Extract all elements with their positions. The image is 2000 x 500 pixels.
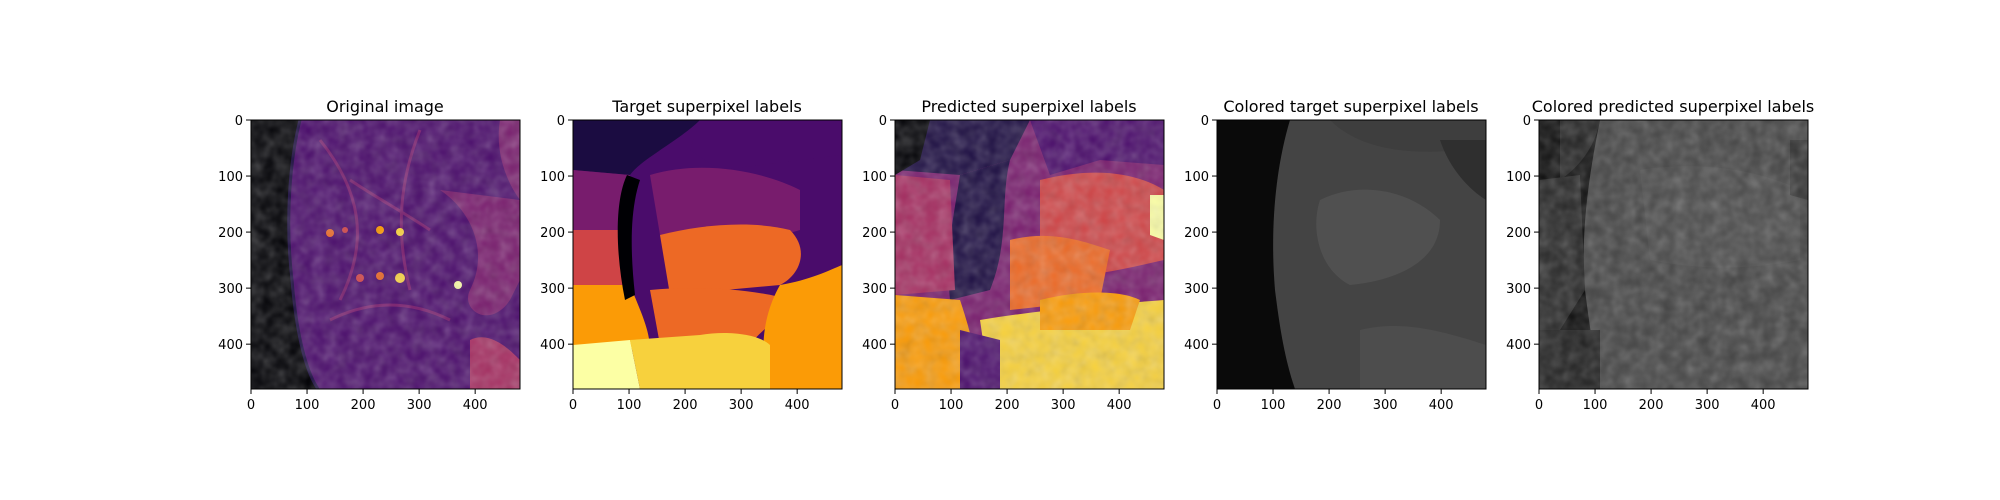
- x-tick-label: 400: [1107, 398, 1132, 413]
- y-tick-label: 400: [1184, 338, 1209, 353]
- axes-frame: [1538, 119, 1809, 390]
- y-tick-label: 0: [1201, 114, 1209, 129]
- x-tick-label: 100: [295, 398, 320, 413]
- x-tick-label: 400: [1429, 398, 1454, 413]
- axes-frame: [894, 119, 1165, 390]
- x-tick-label: 200: [351, 398, 376, 413]
- panel-target-superpixel-labels: Target superpixel labels 0 100 200 300 400 0…: [540, 97, 843, 413]
- axes-frame: [572, 119, 843, 390]
- y-tick-label: 300: [218, 282, 243, 297]
- y-tick-label: 100: [1184, 170, 1209, 185]
- predicted-label-map: [895, 120, 1164, 389]
- axes-frame: [1216, 119, 1487, 390]
- x-tick-label: 400: [1751, 398, 1776, 413]
- x-tick-label: 200: [673, 398, 698, 413]
- y-tick-label: 400: [540, 338, 565, 353]
- x-tick-label: 300: [1373, 398, 1398, 413]
- x-tick-label: 300: [1051, 398, 1076, 413]
- x-tick-label: 0: [891, 398, 899, 413]
- x-tick-label: 400: [463, 398, 488, 413]
- axes-frame: [250, 119, 521, 390]
- x-tick-label: 100: [617, 398, 642, 413]
- panel-title: Original image: [326, 97, 444, 116]
- x-tick-label: 300: [407, 398, 432, 413]
- x-tick-label: 0: [1535, 398, 1543, 413]
- y-tick-label: 200: [540, 226, 565, 241]
- x-tick-label: 200: [1639, 398, 1664, 413]
- target-label-map: [573, 120, 842, 389]
- panel-title: Target superpixel labels: [611, 97, 802, 116]
- x-tick-label: 0: [247, 398, 255, 413]
- panel-title: Predicted superpixel labels: [921, 97, 1136, 116]
- y-tick-label: 300: [862, 282, 887, 297]
- y-tick-label: 200: [862, 226, 887, 241]
- x-tick-label: 200: [995, 398, 1020, 413]
- x-tick-label: 300: [729, 398, 754, 413]
- original-image: [251, 120, 520, 389]
- y-tick-label: 400: [862, 338, 887, 353]
- y-tick-label: 200: [1184, 226, 1209, 241]
- y-tick-label: 0: [557, 114, 565, 129]
- x-tick-label: 100: [1261, 398, 1286, 413]
- y-tick-label: 200: [218, 226, 243, 241]
- y-tick-label: 100: [862, 170, 887, 185]
- x-tick-label: 400: [785, 398, 810, 413]
- colored-target-map: [1217, 120, 1486, 389]
- y-tick-label: 100: [540, 170, 565, 185]
- y-tick-label: 400: [1506, 338, 1531, 353]
- panel-predicted-superpixel-labels: Predicted superpixel labels 0 100 200 300 40…: [862, 97, 1165, 413]
- y-tick-label: 300: [540, 282, 565, 297]
- y-tick-label: 0: [1523, 114, 1531, 129]
- x-tick-label: 0: [569, 398, 577, 413]
- x-tick-label: 300: [1695, 398, 1720, 413]
- panel-title: Colored target superpixel labels: [1223, 97, 1478, 116]
- y-tick-label: 100: [218, 170, 243, 185]
- y-tick-label: 400: [218, 338, 243, 353]
- colored-predicted-map: [1539, 120, 1808, 389]
- y-tick-label: 200: [1506, 226, 1531, 241]
- x-tick-label: 0: [1213, 398, 1221, 413]
- panel-title: Colored predicted superpixel labels: [1532, 97, 1815, 116]
- y-tick-label: 0: [235, 114, 243, 129]
- y-tick-label: 300: [1506, 282, 1531, 297]
- y-tick-label: 300: [1184, 282, 1209, 297]
- panel-colored-target-superpixel-labels: Colored target superpixel labels 0 100 200…: [1184, 97, 1487, 413]
- panel-colored-predicted-superpixel-labels: Colored predicted superpixel labels 0 100…: [1506, 97, 1814, 413]
- panel-original-image: Original image 0 100 200 300 400 0 100 200 300 4…: [218, 97, 521, 413]
- y-tick-label: 0: [879, 114, 887, 129]
- x-tick-label: 100: [1583, 398, 1608, 413]
- x-tick-label: 200: [1317, 398, 1342, 413]
- y-tick-label: 100: [1506, 170, 1531, 185]
- x-tick-label: 100: [939, 398, 964, 413]
